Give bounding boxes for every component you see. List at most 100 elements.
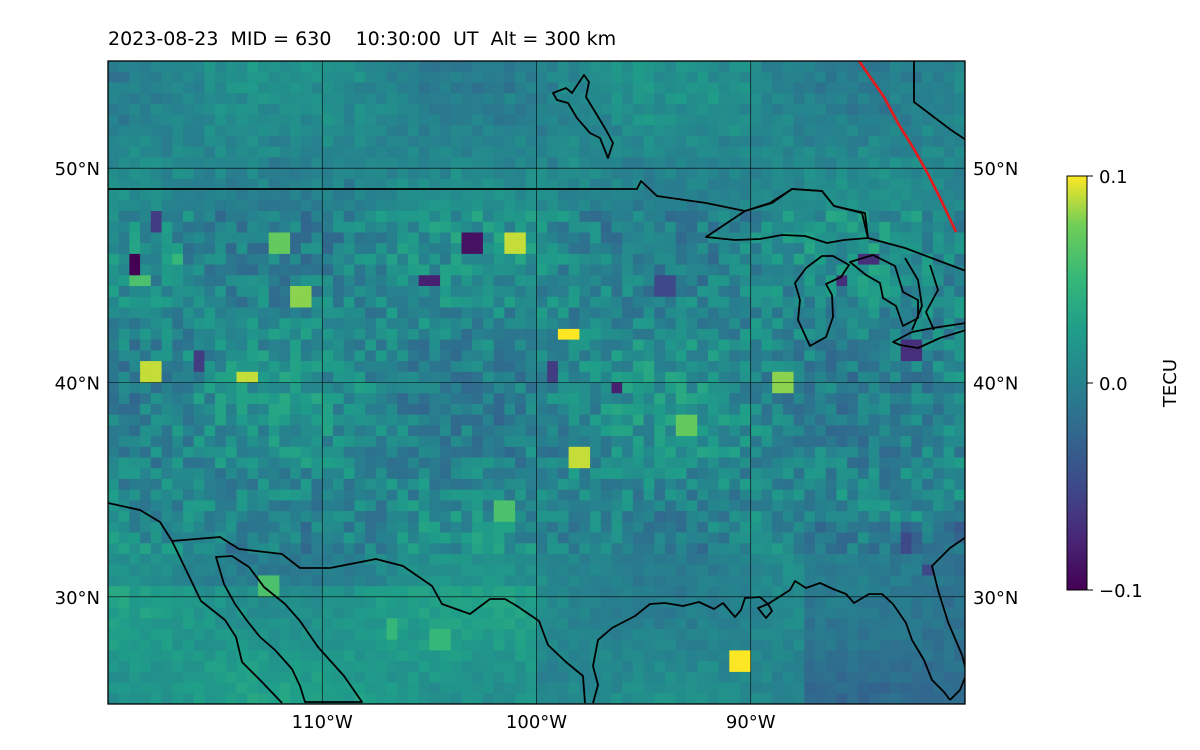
tec-cell <box>568 114 580 126</box>
tec-cell <box>172 157 184 169</box>
tec-cell <box>568 200 580 212</box>
tec-cell <box>375 564 388 576</box>
tec-cell <box>547 221 559 234</box>
tec-cell <box>504 382 516 394</box>
tec-cell <box>932 629 945 641</box>
tec-cell <box>183 275 195 287</box>
tec-cell <box>879 521 891 534</box>
tec-cell <box>407 500 420 512</box>
tec-cell <box>343 93 355 105</box>
tec-cell <box>922 211 934 223</box>
tec-cell <box>440 350 452 362</box>
tec-cell <box>750 511 763 523</box>
tec-cell <box>354 414 366 426</box>
tec-cell <box>675 661 688 673</box>
tec-cell <box>579 618 591 630</box>
tec-cell <box>193 629 205 641</box>
tec-cell <box>804 114 816 126</box>
tec-cell <box>622 607 634 619</box>
tec-cell <box>225 671 238 684</box>
tec-cell <box>236 446 248 459</box>
tec-cell <box>836 500 848 512</box>
tec-cell <box>450 361 463 373</box>
tec-cell <box>397 318 409 330</box>
tec-cell <box>654 661 666 673</box>
tec-cell <box>954 178 965 191</box>
tec-cell <box>225 221 238 234</box>
tec-cell <box>450 93 463 105</box>
tec-cell <box>515 232 527 244</box>
tec-cell <box>504 136 516 148</box>
tec-cell <box>611 436 623 448</box>
tec-cell <box>440 136 452 148</box>
tec-cell <box>183 286 195 298</box>
tec-cell <box>611 521 623 534</box>
tec-cell <box>204 307 216 319</box>
tec-cell <box>557 468 570 480</box>
tec-cell <box>504 650 516 662</box>
tec-cell <box>429 286 441 298</box>
tec-cell <box>900 693 912 704</box>
tec-cell <box>740 478 752 491</box>
tec-cell <box>268 554 280 566</box>
tec-cell <box>225 521 238 534</box>
tec-cell <box>515 371 527 384</box>
tec-cell <box>568 436 580 448</box>
tec-cell <box>536 243 548 255</box>
tec-cell <box>461 371 473 384</box>
tec-cell <box>343 200 355 212</box>
tec-cell <box>740 436 752 448</box>
tec-cell <box>922 425 934 437</box>
tec-cell <box>129 125 141 137</box>
tec-cell <box>665 414 677 426</box>
tec-cell <box>493 136 505 148</box>
tec-cell <box>782 532 795 544</box>
tec-cell <box>407 521 420 534</box>
tec-cell <box>772 436 784 448</box>
tec-cell <box>129 253 141 266</box>
tec-cell <box>740 232 752 244</box>
tec-cell <box>504 436 516 448</box>
tec-cell <box>150 71 163 83</box>
tec-cell <box>279 136 291 148</box>
tec-cell <box>407 478 420 491</box>
tec-cell <box>857 243 870 255</box>
tec-cell <box>890 532 902 544</box>
tec-cell <box>225 425 238 437</box>
tec-cell <box>354 328 366 341</box>
tec-cell <box>204 103 216 116</box>
tec-cell <box>322 403 334 416</box>
tec-cell <box>247 296 259 309</box>
tec-cell <box>343 478 355 491</box>
tec-cell <box>515 157 527 169</box>
tec-cell <box>911 575 923 587</box>
tec-cell <box>579 103 591 116</box>
tec-cell <box>954 393 965 405</box>
tec-cell <box>943 403 955 416</box>
tec-cell <box>365 682 377 694</box>
tec-cell <box>665 629 677 641</box>
tec-cell <box>793 71 805 83</box>
tec-cell <box>611 693 623 704</box>
tec-cell <box>150 682 163 694</box>
tec-cell <box>386 436 398 448</box>
tec-cell <box>279 350 291 362</box>
tec-cell <box>761 468 773 480</box>
tec-cell <box>707 307 720 319</box>
tec-cell <box>815 532 827 544</box>
tec-cell <box>536 543 548 555</box>
tec-cell <box>697 704 708 715</box>
tec-cell <box>450 350 463 362</box>
tec-cell <box>129 114 141 126</box>
tec-cell <box>279 436 291 448</box>
tec-cell <box>954 436 965 448</box>
tec-cell <box>472 103 484 116</box>
tec-cell <box>600 221 613 234</box>
tec-cell <box>172 350 184 362</box>
tec-cell <box>718 361 730 373</box>
tec-cell <box>386 307 398 319</box>
tec-cell <box>429 575 441 587</box>
tec-cell <box>129 661 141 673</box>
tec-cell <box>847 671 859 684</box>
tec-cell <box>150 468 163 480</box>
